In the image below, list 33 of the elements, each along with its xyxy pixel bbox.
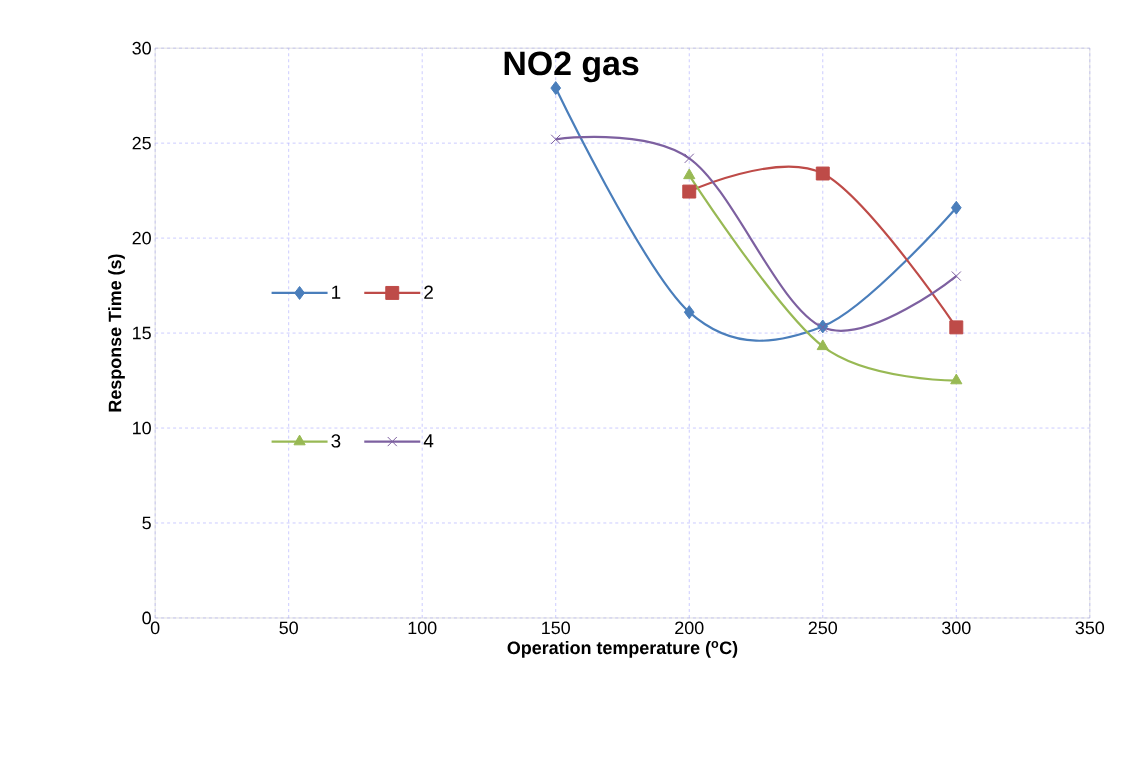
y-tick-label: 30 bbox=[132, 41, 151, 55]
x-tick-label: 250 bbox=[808, 621, 838, 635]
x-tick-label: 150 bbox=[542, 621, 570, 635]
x-tick-label: 100 bbox=[408, 621, 437, 635]
point bbox=[550, 134, 561, 145]
chart-title: NO2 gas bbox=[504, 51, 639, 83]
x-axis-title: Operation temperature ($^{o}$C) bbox=[507, 640, 738, 658]
point bbox=[684, 153, 695, 164]
y-tick-label: 25 bbox=[132, 136, 151, 150]
point bbox=[683, 305, 695, 320]
point bbox=[683, 168, 696, 180]
point bbox=[950, 200, 962, 215]
legend-label: 1 bbox=[332, 285, 341, 299]
y-tick-label: 20 bbox=[132, 231, 151, 245]
point bbox=[550, 81, 562, 95]
point bbox=[815, 166, 830, 181]
x-tick-label: 200 bbox=[675, 621, 704, 635]
legend-label: 4 bbox=[423, 434, 434, 448]
point bbox=[949, 320, 964, 335]
point bbox=[951, 270, 962, 282]
x-tick-label: 300 bbox=[942, 621, 971, 635]
y-tick-label: 15 bbox=[133, 326, 151, 340]
y-tick-label: 0 bbox=[142, 611, 151, 625]
y-tick-label: 5 bbox=[142, 516, 151, 530]
legend-label: 2 bbox=[424, 285, 433, 299]
point bbox=[950, 373, 963, 385]
x-tick-label: 350 bbox=[1075, 621, 1105, 635]
legend-label: 3 bbox=[331, 434, 341, 448]
point bbox=[816, 339, 829, 351]
x-tick-label: 50 bbox=[279, 621, 298, 635]
y-tick-label: 10 bbox=[133, 421, 151, 435]
y-axis-title: Response Time (s) bbox=[108, 254, 125, 412]
point bbox=[682, 184, 697, 199]
